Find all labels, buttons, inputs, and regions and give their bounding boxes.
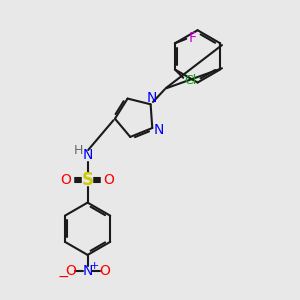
Text: S: S — [82, 171, 94, 189]
Text: H: H — [74, 144, 83, 157]
Text: N: N — [82, 264, 93, 278]
Text: O: O — [65, 264, 76, 278]
Text: Cl: Cl — [184, 74, 196, 87]
Text: O: O — [103, 173, 114, 187]
Text: N: N — [147, 92, 157, 105]
Text: −: − — [57, 270, 69, 284]
Text: N: N — [154, 122, 164, 136]
Text: O: O — [61, 173, 72, 187]
Text: N: N — [82, 148, 93, 162]
Text: O: O — [99, 264, 110, 278]
Text: F: F — [189, 31, 197, 45]
Text: +: + — [89, 261, 99, 271]
